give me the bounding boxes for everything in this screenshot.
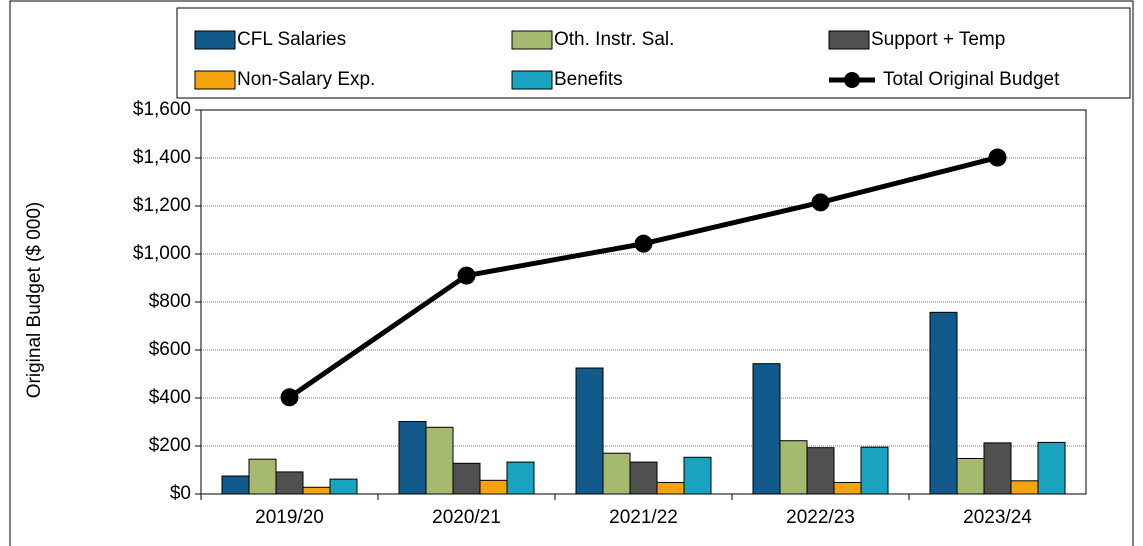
bar — [656, 481, 685, 495]
y-tick-label: $0 — [170, 483, 191, 504]
x-tick-label: 2021/22 — [609, 507, 678, 528]
bar — [275, 471, 304, 495]
legend-swatch — [828, 30, 870, 50]
bar — [248, 458, 277, 495]
legend-marker — [844, 72, 860, 88]
y-tick-label: $200 — [149, 435, 191, 456]
bar — [302, 486, 331, 495]
bar — [983, 442, 1012, 495]
y-tick-label: $1,000 — [133, 243, 191, 264]
legend-label: Support + Temp — [871, 29, 1005, 50]
legend-label: Benefits — [554, 69, 623, 90]
marker — [457, 266, 476, 285]
y-axis-label: Original Budget ($ 000) — [24, 202, 45, 398]
bar — [929, 311, 958, 495]
x-tick-label: 2022/23 — [786, 507, 855, 528]
legend-swatch — [511, 30, 553, 50]
legend-swatch — [194, 70, 236, 90]
bar — [329, 478, 358, 495]
y-tick-label: $1,400 — [133, 147, 191, 168]
bar — [452, 462, 481, 495]
marker — [988, 148, 1007, 167]
bar — [575, 367, 604, 495]
legend-label: CFL Salaries — [237, 29, 346, 50]
bar — [956, 457, 985, 495]
bar — [506, 461, 535, 495]
legend-box — [176, 7, 1131, 99]
legend-label: Non-Salary Exp. — [237, 69, 375, 90]
bar — [629, 461, 658, 495]
x-tick-label: 2020/21 — [432, 507, 501, 528]
bar — [602, 452, 631, 495]
bar — [479, 479, 508, 495]
y-tick-label: $600 — [149, 339, 191, 360]
bar — [752, 363, 781, 495]
y-tick-label: $400 — [149, 387, 191, 408]
bar — [1037, 441, 1066, 495]
legend-swatch — [511, 70, 553, 90]
y-tick-label: $1,200 — [133, 195, 191, 216]
bar — [398, 421, 427, 495]
y-tick-label: $1,600 — [133, 99, 191, 120]
chart-border — [9, 0, 1134, 546]
legend-label: Total Original Budget — [883, 69, 1060, 90]
bar — [860, 446, 889, 495]
bar — [221, 475, 250, 495]
bar — [833, 481, 862, 495]
marker — [280, 388, 299, 407]
x-tick-label: 2023/24 — [963, 507, 1032, 528]
marker — [811, 193, 830, 212]
marker — [634, 234, 653, 253]
y-tick-label: $800 — [149, 291, 191, 312]
bar — [1010, 480, 1039, 495]
bar — [806, 447, 835, 495]
bar — [779, 440, 808, 495]
legend-label: Oth. Instr. Sal. — [554, 29, 674, 50]
legend-swatch — [194, 30, 236, 50]
bar — [425, 426, 454, 495]
x-tick-label: 2019/20 — [255, 507, 324, 528]
bar — [683, 456, 712, 495]
